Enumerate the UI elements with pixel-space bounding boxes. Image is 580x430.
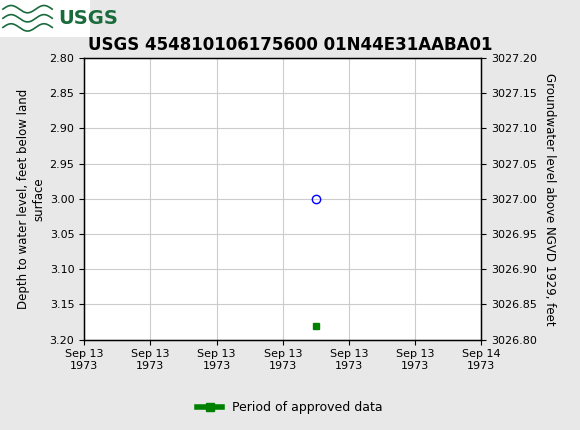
Y-axis label: Depth to water level, feet below land
surface: Depth to water level, feet below land su… <box>17 89 45 309</box>
Legend: Period of approved data: Period of approved data <box>192 396 388 419</box>
Text: USGS: USGS <box>58 9 118 28</box>
Text: USGS 454810106175600 01N44E31AABA01: USGS 454810106175600 01N44E31AABA01 <box>88 36 492 54</box>
Y-axis label: Groundwater level above NGVD 1929, feet: Groundwater level above NGVD 1929, feet <box>543 73 556 325</box>
Bar <box>0 0 90 37</box>
